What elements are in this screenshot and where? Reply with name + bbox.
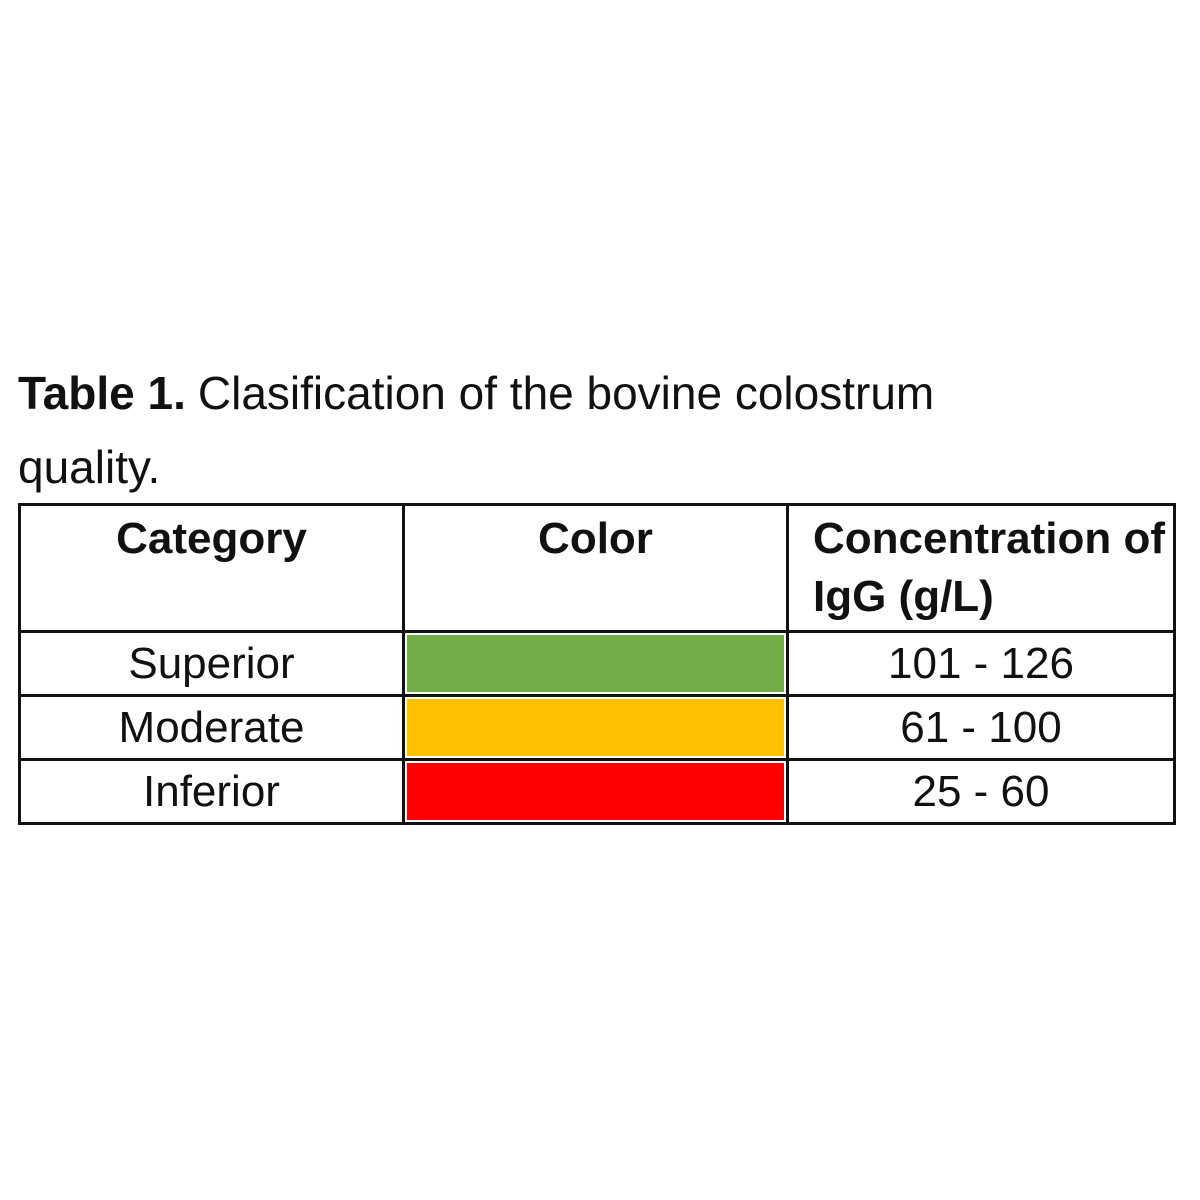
- concentration-cell: 25 - 60: [786, 758, 1176, 825]
- concentration-cell: 101 - 126: [786, 630, 1176, 697]
- caption-label: Table 1.: [18, 367, 186, 419]
- header-cell: Color: [402, 503, 789, 633]
- table-body: Superior 101 - 126 Moderate 61 - 100 Inferio…: [18, 630, 1176, 825]
- header-cell: Concentration of IgG (g/L): [786, 503, 1176, 633]
- caption-text: Clasification of the bovine colostrum qu…: [18, 367, 935, 493]
- table-row: Inferior 25 - 60: [18, 758, 1176, 825]
- category-cell: Inferior: [18, 758, 405, 825]
- color-cell: [402, 694, 789, 761]
- table-caption: Table 1. Clasification of the bovine colo…: [18, 356, 1058, 504]
- category-cell: Superior: [18, 630, 405, 697]
- color-swatch: [407, 635, 784, 692]
- color-swatch: [407, 699, 784, 756]
- category-cell: Moderate: [18, 694, 405, 761]
- table-row: Moderate 61 - 100: [18, 694, 1176, 761]
- color-cell: [402, 630, 789, 697]
- color-swatch: [407, 763, 784, 820]
- quality-table: Category Color Concentration of IgG (g/L…: [18, 503, 1176, 825]
- header-cell: Category: [18, 503, 405, 633]
- header-row: Category Color Concentration of IgG (g/L…: [18, 503, 1176, 633]
- concentration-cell: 61 - 100: [786, 694, 1176, 761]
- table-row: Superior 101 - 126: [18, 630, 1176, 697]
- color-cell: [402, 758, 789, 825]
